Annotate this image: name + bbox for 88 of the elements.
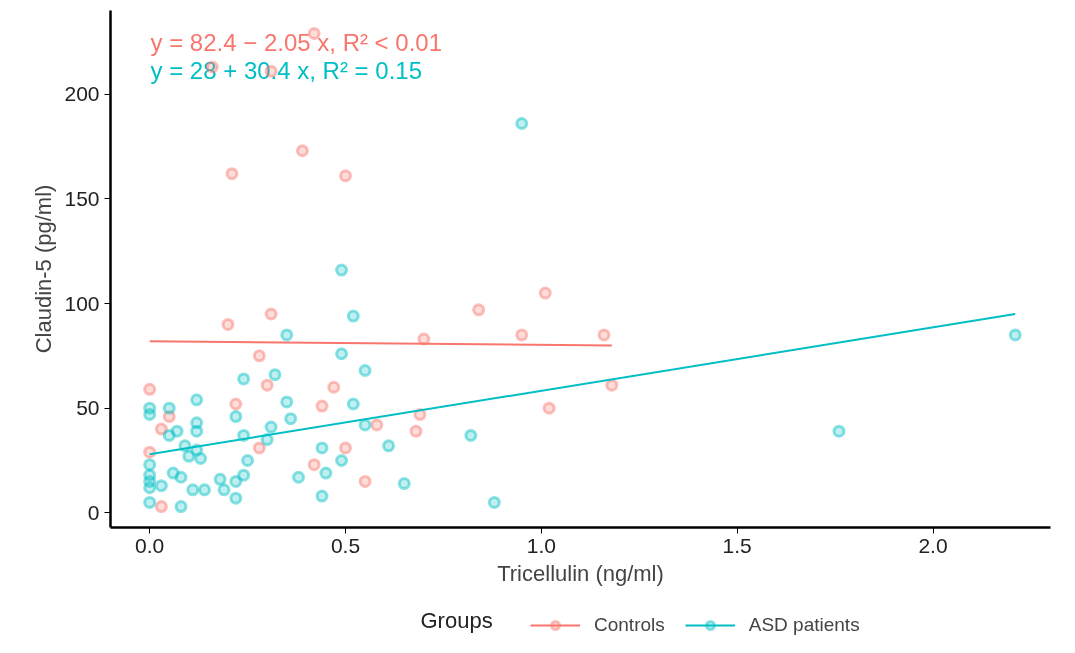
point: [319, 466, 333, 480]
point: [409, 424, 423, 438]
point: [237, 468, 251, 482]
point: [252, 349, 266, 363]
point: [229, 491, 243, 505]
point: [358, 418, 372, 432]
legend-label: ASD patients: [748, 614, 860, 636]
point: [515, 117, 529, 131]
point: [280, 328, 294, 342]
x-tick-label: 0.0: [135, 533, 165, 557]
point: [464, 428, 478, 442]
point: [264, 420, 278, 434]
x-tick-label: 1.0: [526, 533, 556, 557]
point: [264, 307, 278, 321]
y-axis-title: Claudin-5 (pg/ml): [31, 184, 57, 354]
point: [229, 397, 243, 411]
point: [143, 382, 157, 396]
y-tick-label: 100: [64, 291, 100, 315]
point: [605, 378, 619, 392]
point: [597, 328, 611, 342]
point: [346, 397, 360, 411]
point: [143, 495, 157, 509]
point: [327, 380, 341, 394]
point: [162, 401, 176, 415]
point: [229, 410, 243, 424]
y-tick-label: 200: [64, 82, 100, 106]
point: [174, 500, 188, 514]
point: [292, 470, 305, 484]
x-tick-label: 0.5: [330, 533, 361, 557]
point: [339, 441, 352, 455]
point: [194, 451, 208, 465]
point: [284, 412, 298, 426]
point: [143, 481, 157, 495]
point: [542, 401, 556, 415]
point: [154, 422, 168, 436]
point: [307, 458, 321, 472]
point: [335, 347, 349, 361]
point: [190, 393, 204, 407]
point: [370, 418, 384, 432]
point: [358, 474, 372, 488]
point: [198, 483, 211, 497]
point: [315, 489, 329, 503]
point: [217, 483, 231, 497]
point: [213, 472, 227, 486]
point: [186, 483, 200, 497]
point: [280, 395, 294, 409]
point: [252, 441, 266, 455]
point: [143, 407, 157, 421]
point: [472, 303, 486, 317]
point: [143, 458, 157, 472]
legend-title: Groups: [420, 607, 493, 633]
point: [335, 263, 349, 277]
point: [229, 474, 243, 488]
point: [154, 500, 168, 514]
point: [170, 424, 184, 438]
point: [260, 378, 274, 392]
x-axis-title: Tricellulin (ng/ml): [497, 560, 664, 586]
y-tick-label: 0: [87, 500, 100, 524]
y-tick-label: 150: [64, 186, 100, 210]
point: [382, 439, 396, 453]
point: [174, 470, 188, 484]
point: [358, 364, 372, 378]
point: [538, 286, 552, 300]
point: [1008, 328, 1022, 342]
annotation: y = 82.4 − 2.05 x, R² < 0.01: [150, 28, 443, 56]
x-tick-label: 1.5: [722, 533, 752, 557]
point: [190, 424, 204, 438]
point: [397, 477, 411, 491]
point: [221, 317, 235, 331]
point: [346, 309, 360, 323]
point: [335, 454, 349, 468]
point: [295, 144, 309, 158]
point: [339, 169, 352, 183]
point: [241, 454, 255, 468]
point: [487, 495, 501, 509]
point: [154, 479, 168, 493]
point: [268, 368, 282, 382]
point: [315, 399, 329, 413]
y-tick-label: 50: [76, 396, 100, 420]
point: [225, 167, 239, 181]
point: [515, 328, 529, 342]
annotation: y = 28 + 30.4 x, R² = 0.15: [150, 56, 422, 84]
point: [182, 449, 196, 463]
x-tick-label: 2.0: [918, 533, 948, 557]
legend-label: Controls: [594, 614, 665, 636]
point: [237, 372, 251, 386]
point: [315, 441, 329, 455]
point: [832, 424, 846, 438]
